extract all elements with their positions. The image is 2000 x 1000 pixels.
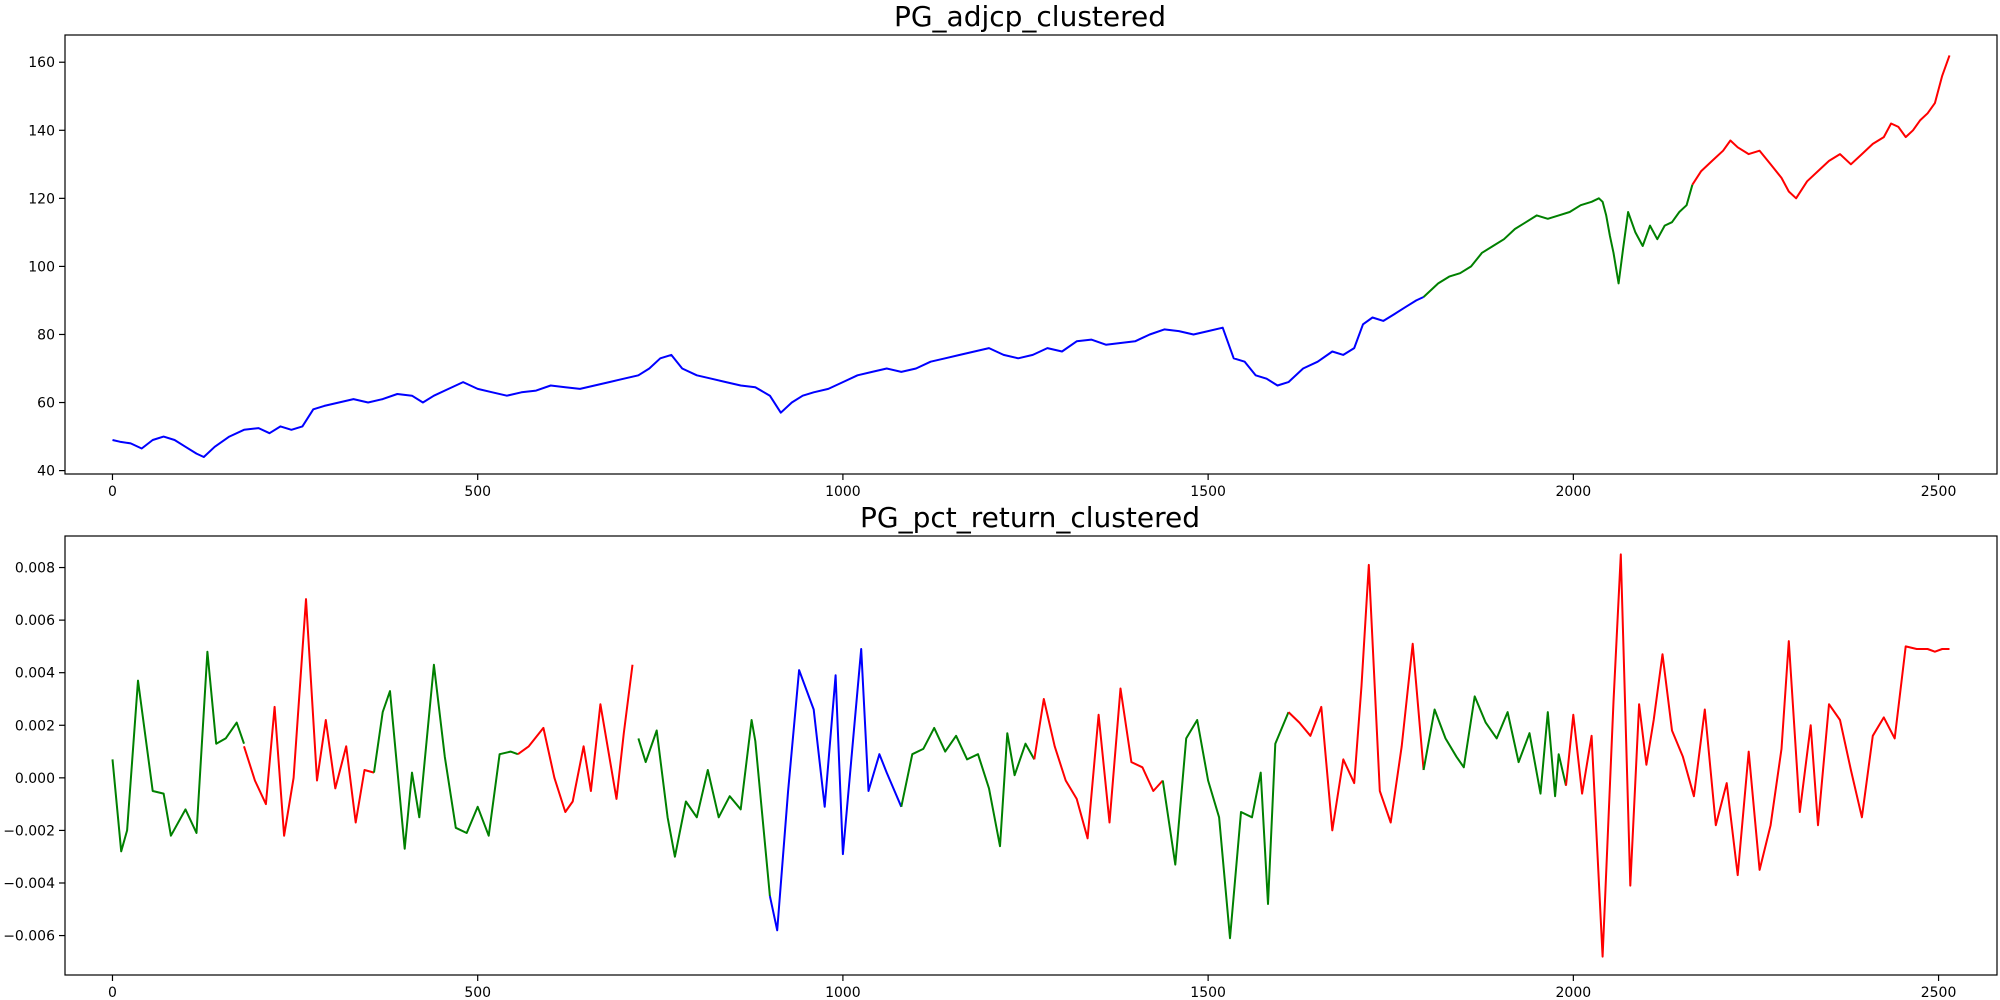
red-cluster-line xyxy=(1691,55,1951,200)
y-tick-label: 100 xyxy=(28,259,55,275)
x-tick-label: 500 xyxy=(464,484,491,500)
x-tick-label: 500 xyxy=(464,985,491,1000)
y-tick-label: 140 xyxy=(28,123,55,139)
y-tick-label: 0.002 xyxy=(15,718,55,734)
y-tick-label: 120 xyxy=(28,191,55,207)
plot-frame xyxy=(64,535,1998,976)
x-tick-label: 0 xyxy=(108,484,117,500)
y-tick-label: 160 xyxy=(28,55,55,71)
y-tick-label: −0.004 xyxy=(3,876,55,892)
x-tick-label: 0 xyxy=(108,985,117,1000)
x-tick-label: 2000 xyxy=(1556,484,1592,500)
y-tick-label: 0.006 xyxy=(15,613,55,629)
y-tick-label: 40 xyxy=(37,464,55,480)
tick-group: 0 500 1000 1500 2000 2500 40 60 80 100 120 140 160 xyxy=(28,55,1956,500)
chart-title: PG_pct_return_clustered xyxy=(860,501,1200,534)
red-cluster-line xyxy=(1565,553,1950,958)
return-chart-panel: PG_pct_return_clustered 0 500 1000 1500 2000… xyxy=(3,501,1998,1000)
y-tick-label: 60 xyxy=(37,396,55,412)
tick-group: 0 500 1000 1500 2000 2500 −0.006 −0.004 −0.002 0.… xyxy=(3,561,1956,1000)
x-tick-label: 1500 xyxy=(1190,484,1226,500)
y-tick-label: 80 xyxy=(37,327,55,343)
price-chart-panel: PG_adjcp_clustered 0 500 1000 1500 2000 2500 4… xyxy=(28,0,1998,500)
red-cluster-line xyxy=(1287,563,1425,832)
blue-cluster-line xyxy=(112,296,1425,458)
y-tick-label: 0.000 xyxy=(15,771,55,787)
blue-cluster-line xyxy=(768,648,903,932)
green-cluster-line xyxy=(111,650,245,853)
x-tick-label: 2000 xyxy=(1556,985,1592,1000)
green-cluster-line xyxy=(1161,711,1290,940)
x-tick-label: 1000 xyxy=(825,985,861,1000)
red-cluster-line xyxy=(517,664,634,813)
y-tick-label: −0.002 xyxy=(3,823,55,839)
x-tick-label: 1000 xyxy=(825,484,861,500)
plot-frame xyxy=(64,34,1998,475)
green-cluster-line xyxy=(637,719,771,897)
y-tick-label: −0.006 xyxy=(3,929,55,945)
chart-title: PG_adjcp_clustered xyxy=(894,0,1166,33)
green-cluster-line xyxy=(900,726,1036,848)
red-cluster-line xyxy=(1033,687,1164,840)
y-tick-label: 0.004 xyxy=(15,666,55,682)
green-cluster-line xyxy=(1422,184,1694,298)
x-tick-label: 1500 xyxy=(1190,985,1226,1000)
series-group xyxy=(112,55,1951,458)
y-tick-label: 0.008 xyxy=(15,561,55,577)
green-cluster-line xyxy=(373,663,519,850)
red-cluster-line xyxy=(243,598,375,837)
x-tick-label: 2500 xyxy=(1921,985,1957,1000)
series-group xyxy=(111,553,1950,958)
x-tick-label: 2500 xyxy=(1921,484,1957,500)
green-cluster-line xyxy=(1422,695,1567,798)
